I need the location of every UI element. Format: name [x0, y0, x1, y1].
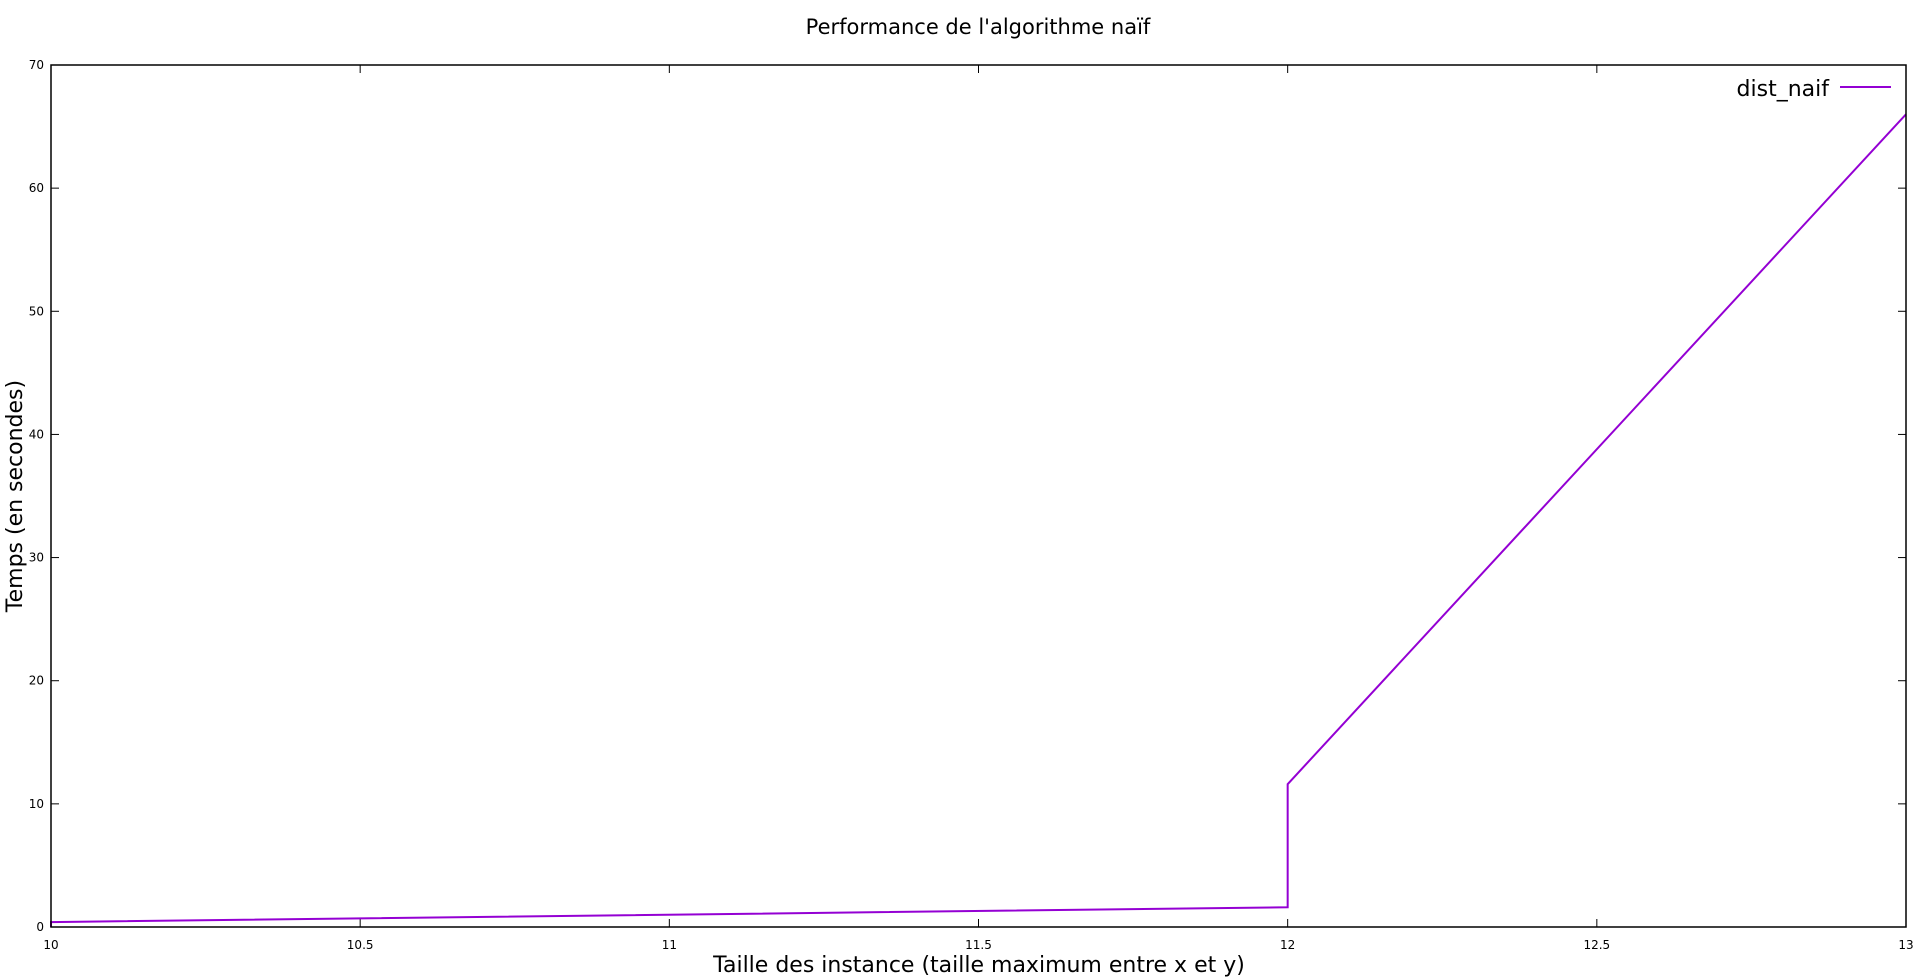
- x-tick-label: 13: [1898, 938, 1913, 952]
- y-tick-label: 20: [29, 674, 44, 688]
- y-tick-label: 60: [29, 181, 44, 195]
- y-tick-label: 50: [29, 304, 44, 318]
- x-tick-label: 10: [43, 938, 58, 952]
- x-tick-label: 12: [1280, 938, 1295, 952]
- y-axis-title: Temps (en secondes): [3, 380, 28, 613]
- y-tick-label: 0: [36, 920, 44, 934]
- x-tick-label: 11.5: [965, 938, 992, 952]
- x-tick-label: 10.5: [347, 938, 374, 952]
- chart-title: Performance de l'algorithme naïf: [806, 15, 1151, 39]
- x-tick-label: 11: [662, 938, 677, 952]
- x-tick-label: 12.5: [1583, 938, 1610, 952]
- y-tick-label: 40: [29, 427, 44, 441]
- y-tick-label: 30: [29, 551, 44, 565]
- y-axis-ticks: 0 10 20 30 40 50 60 70: [29, 58, 1906, 934]
- y-tick-label: 70: [29, 58, 44, 72]
- x-axis-title: Taille des instance (taille maximum entr…: [712, 953, 1245, 978]
- legend-label-dist-naif: dist_naif: [1737, 77, 1831, 102]
- y-tick-label: 10: [29, 797, 44, 811]
- legend: dist_naif: [1737, 77, 1891, 102]
- plot-frame: [50, 64, 1907, 928]
